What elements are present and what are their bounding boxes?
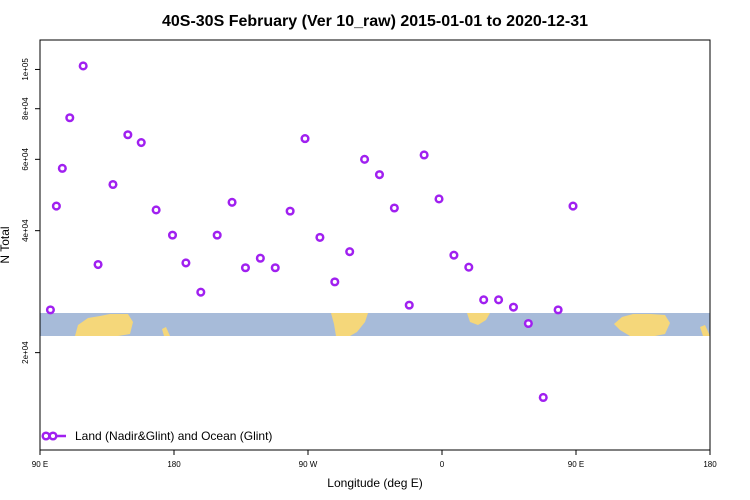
x-axis: 90 E 180 90 W 0 90 E 180 [32, 450, 717, 469]
data-point [494, 295, 504, 305]
x-tick-label: 180 [703, 460, 717, 469]
x-tick-label: 90 E [568, 460, 584, 469]
y-axis-label: N Total [0, 226, 12, 263]
data-point [538, 392, 548, 403]
data-point [196, 287, 206, 297]
y-tick-label: 1e+05 [21, 58, 30, 81]
x-tick-label: 90 E [32, 460, 48, 469]
data-point [508, 302, 519, 312]
data-point [93, 259, 103, 270]
data-point [404, 300, 414, 310]
data-point [51, 201, 61, 211]
data-point [227, 197, 237, 207]
x-tick-label: 90 W [299, 460, 318, 469]
data-point [553, 305, 563, 315]
land-australia-repeat [614, 314, 670, 336]
data-point [57, 163, 67, 173]
y-tick-label: 8e+04 [21, 97, 30, 120]
data-point [167, 230, 178, 240]
x-tick-label: 180 [167, 460, 181, 469]
data-point [568, 201, 578, 211]
y-tick-label: 4e+04 [21, 219, 30, 242]
plot-frame [39, 39, 711, 451]
data-point [65, 113, 75, 123]
land-south-america [331, 313, 368, 336]
legend-label: Land (Nadir&Glint) and Ocean (Glint) [75, 429, 272, 443]
y-tick-label: 6e+04 [21, 148, 30, 171]
land-south-africa [467, 313, 490, 325]
data-point [108, 179, 118, 190]
ocean-band [40, 313, 710, 336]
data-point [315, 232, 325, 242]
data-point [479, 295, 489, 305]
legend-marker [48, 431, 58, 441]
data-point [360, 154, 370, 164]
data-point [181, 258, 191, 268]
data-point [45, 305, 55, 315]
land-new-zealand [162, 327, 170, 336]
y-tick-label: 2e+04 [21, 341, 30, 364]
data-point [374, 170, 385, 180]
data-point [330, 277, 340, 287]
x-tick-label: 0 [440, 460, 445, 469]
data-point [270, 263, 280, 273]
data-point [285, 206, 295, 216]
data-point [523, 318, 533, 329]
data-point [345, 247, 355, 257]
legend-marker [41, 431, 51, 441]
data-point [389, 203, 399, 213]
data-points [45, 61, 578, 403]
land-australia [75, 314, 133, 336]
data-point [240, 263, 251, 273]
chart-title: 40S-30S February (Ver 10_raw) 2015-01-01… [162, 13, 588, 30]
data-point [136, 138, 146, 148]
data-point [123, 130, 133, 140]
data-point [212, 230, 222, 240]
data-point [464, 262, 474, 272]
data-point [151, 205, 161, 215]
x-axis-label: Longitude (deg E) [327, 476, 422, 490]
data-point [434, 194, 444, 204]
data-point [300, 134, 310, 144]
legend: Land (Nadir&Glint) and Ocean (Glint) [41, 429, 272, 443]
data-point [449, 250, 459, 260]
data-point [78, 61, 88, 71]
data-point [419, 150, 429, 160]
y-axis: 2e+04 4e+04 6e+04 8e+04 1e+05 [21, 58, 40, 364]
land-new-zealand-repeat [700, 325, 710, 336]
data-point [255, 253, 265, 263]
world-map-strip [40, 313, 710, 336]
